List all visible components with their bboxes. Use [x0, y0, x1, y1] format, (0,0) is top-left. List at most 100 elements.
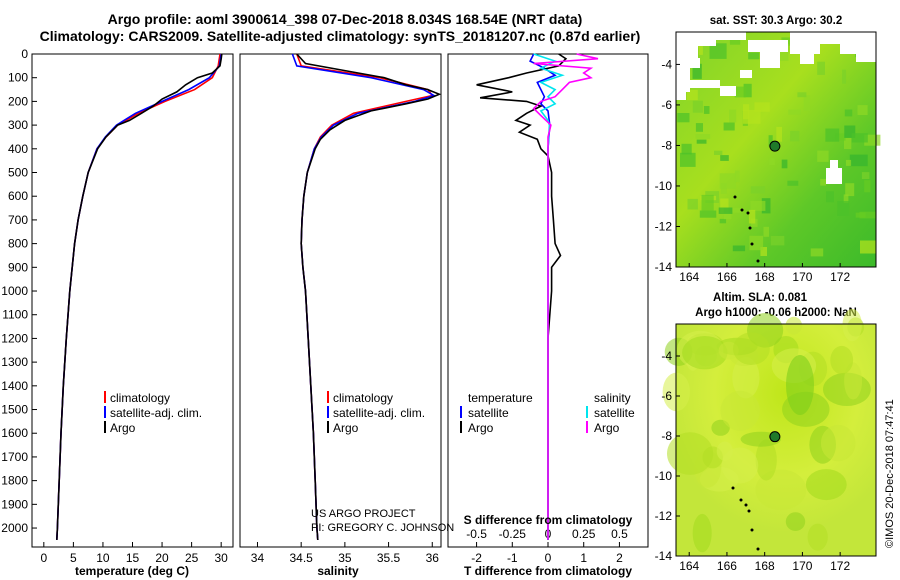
- sst-patch: [837, 201, 850, 216]
- sst-patch: [845, 183, 855, 197]
- s-tick-label: 0.5: [611, 527, 628, 541]
- island: [744, 503, 748, 507]
- salinity-x-axis: 34 34.5 35 35.5 36: [251, 542, 439, 565]
- y-tick-label: 1200: [1, 331, 28, 345]
- difference-series: [476, 53, 599, 540]
- sst-patch: [754, 102, 770, 112]
- sst-patch: [787, 180, 799, 186]
- sst-patch: [820, 178, 827, 186]
- map-x-tick-label: 164: [679, 270, 699, 284]
- sst-patch: [844, 109, 853, 117]
- map-x-tick-label: 172: [830, 559, 850, 573]
- cloud-mask-cell: [826, 168, 842, 184]
- island: [733, 195, 737, 199]
- map-x-tick-label: 168: [755, 270, 775, 284]
- sst-patch: [761, 198, 771, 214]
- sst-patch: [768, 135, 773, 147]
- sst-patch: [817, 150, 829, 162]
- x-tick-label: 30: [214, 551, 228, 565]
- sst-patch: [729, 109, 737, 123]
- s-tick-label: 0.25: [572, 527, 596, 541]
- legend-salinity-header: salinity: [594, 391, 631, 405]
- sst-patch: [687, 198, 698, 210]
- legend-climatology-label: climatology: [110, 391, 170, 405]
- sst-patch: [844, 137, 852, 150]
- legend-t-argo-label: Argo: [468, 421, 494, 435]
- x-tick-label: 0: [40, 551, 47, 565]
- temperature-plot-frame: [31, 53, 234, 548]
- sla-patch: [842, 308, 862, 342]
- cloud-mask-cell: [820, 32, 876, 44]
- sla-patch: [667, 432, 714, 475]
- sst-patch: [695, 134, 711, 139]
- island: [746, 211, 750, 215]
- sst-patch: [692, 100, 703, 113]
- sla-patch: [692, 513, 712, 553]
- sst-patch: [699, 210, 717, 218]
- sla-map-axes: 164 166 168 170 172 -4 -6 -8 -10 -12 -14: [655, 349, 851, 573]
- sst-patch: [803, 95, 811, 111]
- legend-s-satellite-swatch: [586, 406, 588, 418]
- sst-patch: [719, 173, 737, 189]
- sst-map-frame: [675, 31, 877, 268]
- cloud-mask-cell: [790, 32, 820, 54]
- sst-patch: [843, 194, 849, 203]
- sst-patch: [770, 235, 785, 246]
- x-tick-label: 2: [616, 551, 623, 565]
- sla-map: Altim. SLA: 0.081 Argo h1000: -0.06 h200…: [655, 292, 877, 573]
- x-tick-label: 10: [96, 551, 110, 565]
- argo-float-marker: [769, 431, 781, 443]
- title-line-1: Argo profile: aoml 3900614_398 07-Dec-20…: [108, 11, 583, 27]
- sst-patch: [790, 130, 800, 142]
- difference-panel: -2 -1 0 1 2-0.5 -0.25 0 0.25 0.5 S difference fr…: [447, 53, 649, 578]
- sla-field-patches: [662, 308, 871, 553]
- y-tick-label: 100: [8, 71, 28, 85]
- sst-cloud-mask: [676, 32, 876, 184]
- salinity-panel: 34 34.5 35 35.5 36 salinity climatology sate…: [239, 53, 454, 578]
- sla-patch: [755, 439, 777, 481]
- sst-patch: [825, 128, 840, 142]
- sst-patch: [680, 152, 696, 167]
- legend-satellite-swatch: [327, 406, 329, 418]
- series-t-argo: [476, 53, 568, 540]
- sst-patch: [797, 92, 807, 98]
- legend-argo-label: Argo: [333, 421, 359, 435]
- project-credit: US ARGO PROJECT: [311, 508, 416, 520]
- sst-patch: [860, 240, 876, 254]
- sst-patch: [772, 49, 789, 61]
- salinity-legend: climatology satellite-adj. clim. Argo: [327, 391, 425, 435]
- sst-patch: [743, 83, 752, 98]
- sst-patch: [776, 126, 782, 142]
- island: [739, 498, 743, 502]
- y-tick-label: 1100: [2, 308, 28, 322]
- y-tick-label: 600: [8, 189, 28, 203]
- map-y-tick-label: -12: [655, 509, 673, 523]
- temperature-x-axis: 0 5 10 15 20 25 30: [40, 542, 228, 565]
- sst-patch: [709, 43, 727, 59]
- cloud-mask-cell: [676, 92, 686, 100]
- y-tick-label: 0: [21, 47, 28, 61]
- salinity-series: [291, 53, 442, 540]
- salinity-x-label: salinity: [317, 564, 359, 578]
- sla-patch: [733, 332, 770, 366]
- sla-patch: [820, 424, 856, 462]
- map-y-tick-label: -8: [661, 429, 672, 443]
- sst-patch: [844, 125, 856, 138]
- series-climatology: [56, 53, 221, 540]
- temperature-series: [56, 53, 223, 540]
- sst-patch: [701, 194, 714, 211]
- x-tick-label: -2: [471, 551, 482, 565]
- map-x-tick-label: 172: [830, 270, 850, 284]
- legend-argo-swatch: [104, 421, 106, 433]
- map-y-tick-label: -8: [661, 138, 672, 152]
- sst-patch: [857, 105, 868, 115]
- x-tick-label: -1: [507, 551, 518, 565]
- series-argo: [56, 53, 223, 540]
- cloud-mask-cell: [856, 54, 876, 62]
- map-y-tick-label: -6: [661, 389, 672, 403]
- map-x-tick-label: 170: [792, 559, 812, 573]
- y-tick-label: 1500: [1, 403, 28, 417]
- sla-patch: [786, 355, 814, 415]
- x-tick-label: 15: [126, 551, 140, 565]
